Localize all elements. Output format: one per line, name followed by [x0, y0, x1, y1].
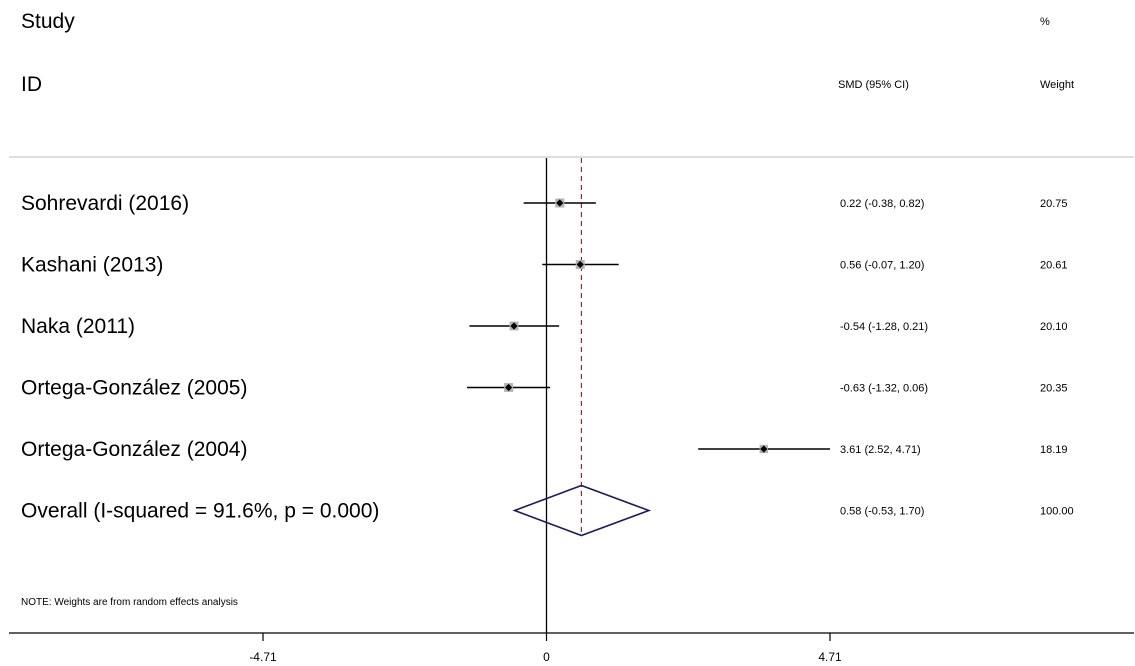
- study-label: Ortega-González (2005): [21, 377, 247, 400]
- overall-row: Overall (I-squared = 91.6%, p = 0.000) 0.…: [21, 484, 1074, 537]
- study-label: Naka (2011): [21, 315, 135, 338]
- weight-text: 20.75: [1040, 198, 1068, 210]
- reference-lines: [545, 158, 583, 633]
- weight-text: 18.19: [1040, 444, 1068, 456]
- ci-text: -0.54 (-1.28, 0.21): [840, 321, 928, 333]
- point-estimate-marker: [510, 322, 518, 330]
- study-row: Ortega-González (2005) -0.63 (-1.32, 0.06…: [21, 377, 1068, 400]
- header-percent: %: [1040, 16, 1050, 28]
- point-estimate-marker: [504, 383, 513, 392]
- x-tick-label: 4.71: [818, 650, 842, 664]
- study-row: Sohrevardi (2016) 0.22 (-0.38, 0.82) 20.75: [21, 192, 1068, 215]
- x-tick-label: -4.71: [249, 650, 277, 664]
- header-smd: SMD (95% CI): [838, 79, 909, 91]
- footnote: NOTE: Weights are from random effects an…: [21, 597, 238, 608]
- ci-text: 3.61 (2.52, 4.71): [840, 444, 921, 456]
- study-label: Kashani (2013): [21, 254, 163, 277]
- weight-text: 20.10: [1040, 321, 1068, 333]
- study-row: Naka (2011) -0.54 (-1.28, 0.21) 20.10: [21, 315, 1068, 338]
- point-estimate-marker: [760, 445, 768, 453]
- overall-label: Overall (I-squared = 91.6%, p = 0.000): [21, 500, 379, 523]
- x-tick-label: 0: [543, 650, 550, 664]
- weight-text: 20.35: [1040, 383, 1068, 395]
- x-axis: -4.71 0 4.71: [9, 632, 1134, 664]
- header-weight: Weight: [1040, 79, 1074, 91]
- overall-weight-text: 100.00: [1040, 506, 1074, 518]
- study-row: Kashani (2013) 0.56 (-0.07, 1.20) 20.61: [21, 254, 1068, 277]
- study-label: Ortega-González (2004): [21, 438, 247, 461]
- study-label: Sohrevardi (2016): [21, 192, 189, 215]
- point-estimate-marker: [556, 199, 564, 207]
- ci-text: -0.63 (-1.32, 0.06): [840, 383, 928, 395]
- header-id: ID: [21, 73, 42, 96]
- ci-text: 0.22 (-0.38, 0.82): [840, 198, 924, 210]
- point-estimate-marker: [576, 260, 584, 269]
- weight-text: 20.61: [1040, 260, 1068, 272]
- overall-diamond: [512, 484, 652, 537]
- header-study: Study: [21, 10, 75, 33]
- overall-ci-text: 0.58 (-0.53, 1.70): [840, 506, 924, 518]
- ci-text: 0.56 (-0.07, 1.20): [840, 260, 924, 272]
- study-row: Ortega-González (2004) 3.61 (2.52, 4.71) 1…: [21, 438, 1068, 461]
- study-rows: Sohrevardi (2016) 0.22 (-0.38, 0.82) 20.75…: [21, 192, 1074, 537]
